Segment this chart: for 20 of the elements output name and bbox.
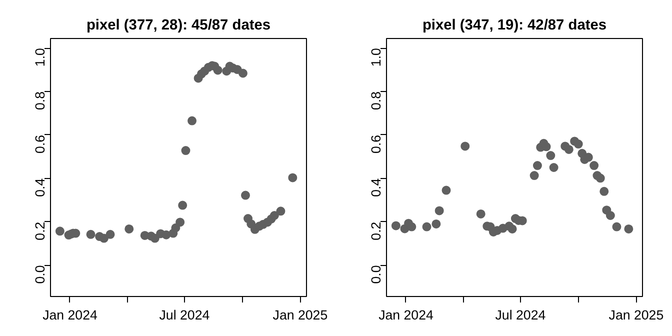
x-tick-label: Jul 2024: [159, 308, 210, 322]
chart-title: pixel (347, 19): 42/87 dates: [422, 18, 607, 34]
x-tick-label: Jul 2024: [495, 308, 546, 322]
y-tick-label: 0.2: [368, 222, 384, 240]
y-tick-label: 0.4: [32, 178, 48, 197]
y-tick-label: 0.6: [32, 134, 48, 154]
x-tick-label: Jan 2025: [272, 308, 328, 322]
x-tick-label: Jan 2025: [608, 308, 664, 322]
y-tick-label: 0.8: [368, 91, 384, 110]
y-tick-label: 0.4: [368, 178, 384, 197]
x-tick-label: Jan 2024: [378, 308, 434, 322]
y-tick-label: 1.0: [368, 48, 384, 67]
y-tick-label: 0.0: [368, 265, 384, 284]
x-tick-label: Jan 2024: [42, 308, 98, 322]
y-tick-label: 0.2: [32, 222, 48, 240]
y-tick-label: 1.0: [32, 48, 48, 67]
y-tick-label: 0.8: [32, 91, 48, 110]
y-tick-label: 0.6: [368, 134, 384, 154]
y-tick-label: 0.0: [32, 265, 48, 284]
chart-title: pixel (377, 28): 45/87 dates: [86, 18, 271, 34]
